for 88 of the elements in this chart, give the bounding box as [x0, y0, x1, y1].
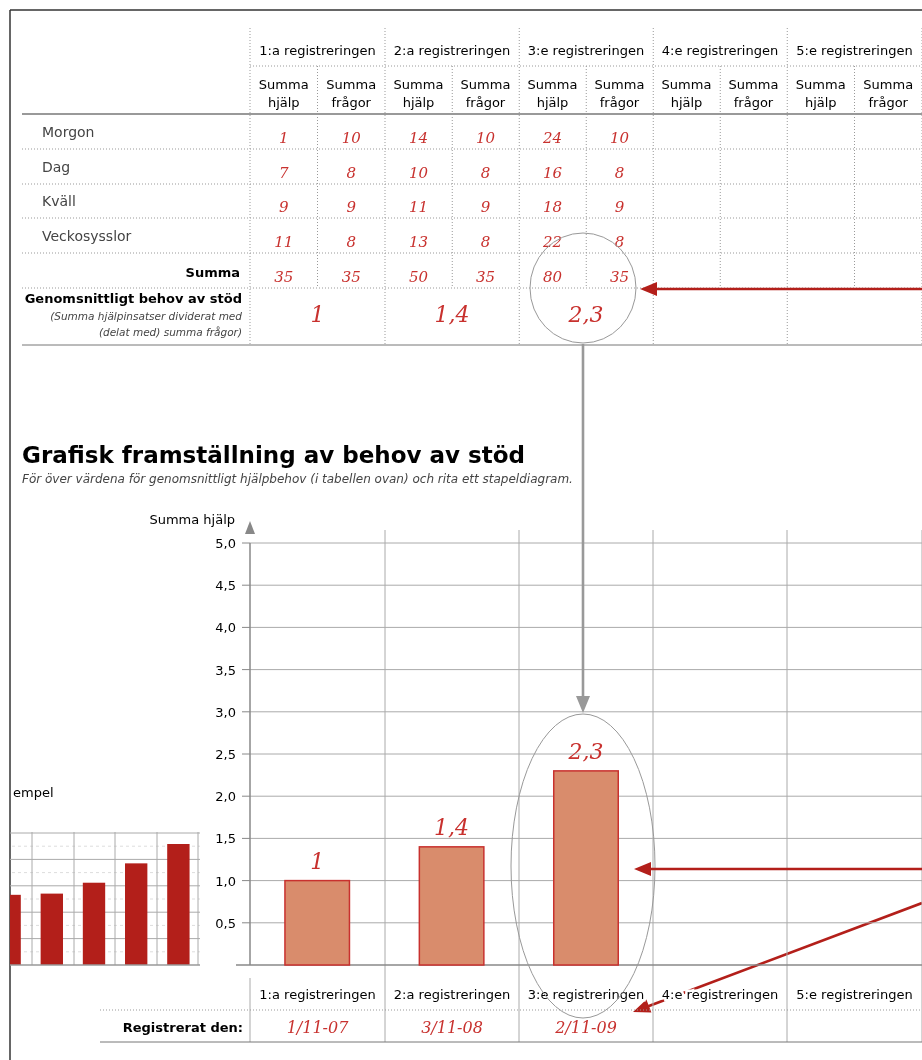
y-tick-label: 5,0: [215, 536, 236, 551]
category-label: 3:e registreringen: [527, 43, 645, 58]
bar: [552, 770, 620, 966]
data-label: 1: [310, 302, 325, 327]
text: 22: [542, 233, 563, 251]
chart-title: empel: [13, 785, 54, 800]
data-label: 1: [310, 848, 325, 874]
text: Genomsnittligt behov av stöd: [24, 291, 242, 306]
text: 24: [542, 129, 563, 147]
x-tick-label: 2:a registreringen: [393, 987, 511, 1002]
text: 13: [408, 233, 429, 251]
text: Summa frågor: [460, 77, 511, 110]
text: 8: [346, 164, 357, 182]
data-label: 2,3: [567, 738, 604, 764]
y-tick-label: 0,5: [215, 915, 236, 931]
text: 8: [614, 164, 625, 182]
category-label: 5:e registreringen: [796, 43, 913, 58]
category-label: 2:a registreringen: [393, 43, 511, 58]
text: Summa hjälp: [527, 77, 578, 110]
text: 8: [346, 233, 357, 251]
text: 9: [480, 198, 491, 216]
bar: [284, 879, 351, 966]
text: 18: [542, 198, 563, 216]
data-label: 1,4: [434, 302, 470, 327]
category-label: Dag: [42, 159, 71, 175]
category-label: 1:a registreringen: [259, 43, 376, 58]
text: Summa hjälp: [393, 77, 444, 110]
text: (Summa hjälpinsatser dividerat med: [50, 310, 243, 322]
y-tick-label: 4,5: [215, 578, 236, 594]
y-tick-label: 4,0: [215, 620, 236, 636]
data-label: 2,3: [567, 302, 604, 327]
bar: [125, 863, 148, 965]
bar: [167, 844, 190, 965]
category-label: Morgon: [42, 124, 95, 140]
text: 10: [609, 129, 630, 147]
text: (delat med) summa frågor): [98, 326, 242, 338]
y-tick-label: 2,5: [215, 747, 236, 762]
text: 35: [475, 268, 496, 286]
text: Summa hjälp: [661, 77, 712, 110]
text: 9: [614, 198, 625, 216]
text: 1/11-07: [286, 1018, 350, 1037]
text: Summa hjälp: [795, 77, 846, 110]
text: Registrerat den:: [122, 1020, 243, 1035]
y-tick-label: 1,0: [215, 873, 236, 889]
text: Summa frågor: [594, 77, 645, 110]
category-label: Kväll: [42, 193, 76, 209]
text: 7: [278, 164, 289, 182]
text: 80: [542, 268, 563, 286]
text: 8: [480, 233, 491, 251]
text: 35: [609, 268, 630, 286]
text: Summa frågor: [326, 77, 377, 110]
bar: [40, 893, 63, 965]
bar: [418, 846, 485, 966]
text: 50: [408, 268, 429, 286]
text: 16: [542, 164, 563, 182]
text: 9: [346, 198, 357, 216]
category-label: 4:e registreringen: [661, 43, 779, 58]
x-tick-label: 3:e registreringen: [527, 987, 645, 1002]
text: Summa hjälp: [258, 77, 309, 110]
data-label: 1,4: [434, 814, 470, 840]
chart-title: Grafisk framställning av behov av stöd: [22, 442, 525, 468]
category-label: Summa: [185, 265, 240, 280]
text: 9: [278, 198, 289, 216]
text: 10: [341, 129, 361, 147]
text: 3/11-08: [421, 1018, 483, 1037]
category-label: Veckosysslor: [42, 228, 132, 244]
text: 14: [408, 129, 429, 147]
x-tick-label: 1:a registreringen: [259, 987, 376, 1002]
text: Summa frågor: [863, 77, 914, 110]
text: 8: [480, 164, 491, 182]
text: 8: [614, 233, 625, 251]
x-tick-label: 5:e registreringen: [796, 987, 913, 1002]
text: 35: [274, 268, 294, 286]
y-tick-label: 3,0: [215, 704, 236, 720]
text: Summa frågor: [728, 77, 779, 110]
text: 1: [278, 129, 289, 147]
y-tick-label: 1,5: [215, 831, 236, 847]
y-tick-label: 3,5: [215, 662, 236, 678]
text: 11: [274, 233, 294, 251]
bar: [82, 882, 106, 965]
text: 11: [408, 198, 429, 216]
chart-subtitle: För över värdena för genomsnittligt hjälpbehov (i tabellen ovan) och rita ett stapeldiagram.: [22, 472, 573, 486]
text: 2/11-09: [554, 1018, 617, 1037]
text: 10: [408, 164, 429, 182]
text: 10: [475, 129, 496, 147]
text: 35: [341, 268, 361, 286]
y-axis-title: Summa hjälp: [149, 512, 235, 527]
y-tick-label: 2,0: [215, 789, 236, 805]
